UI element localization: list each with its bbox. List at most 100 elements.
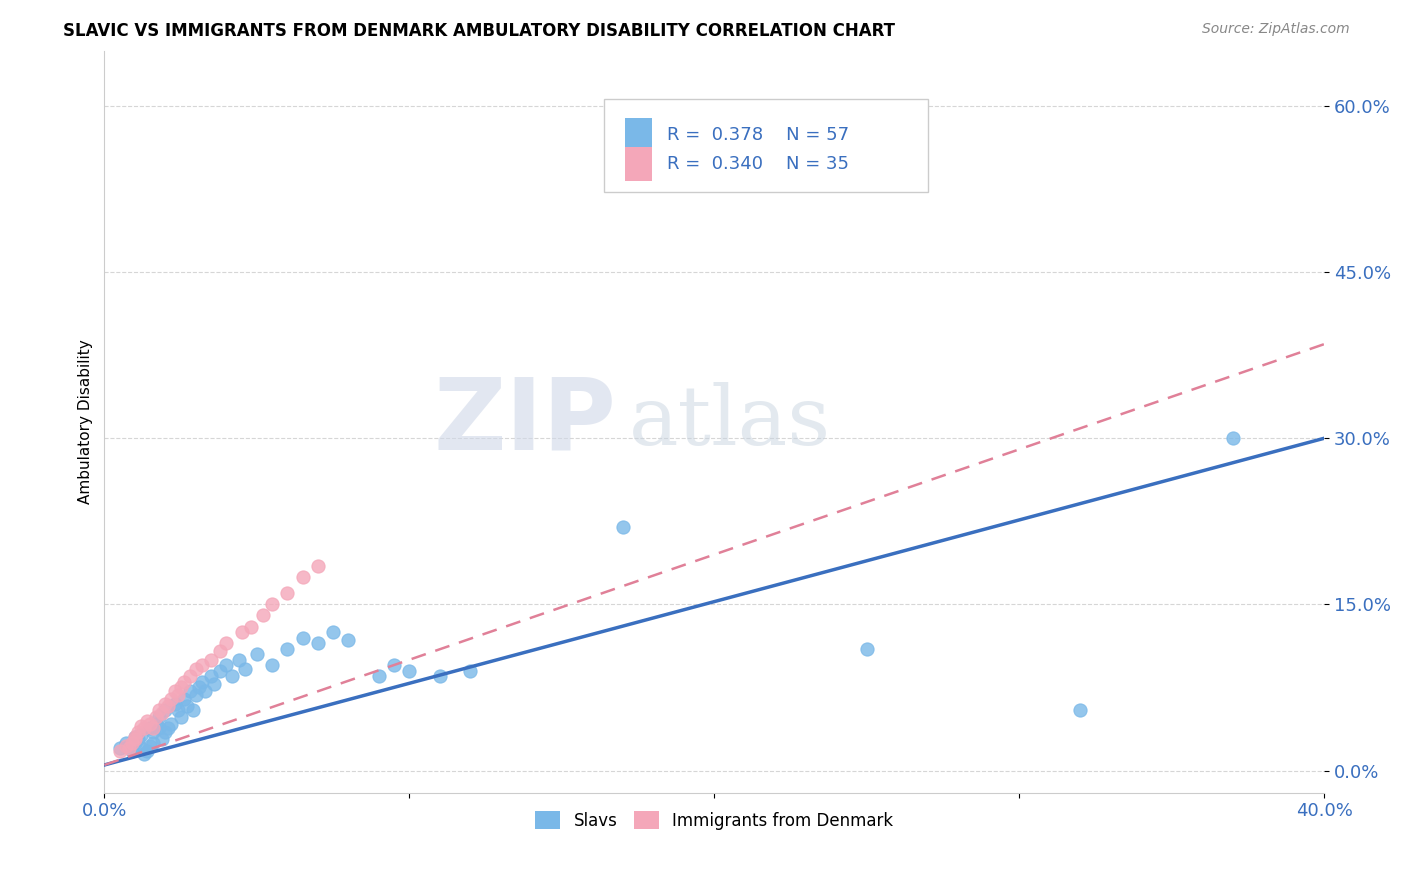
- Point: [262, 598, 284, 612]
- Point: [429, 669, 451, 683]
- Point: [202, 677, 225, 691]
- Point: [139, 722, 162, 736]
- Point: [148, 722, 170, 736]
- Point: [612, 520, 634, 534]
- Point: [209, 644, 232, 658]
- Text: ZIP: ZIP: [434, 373, 617, 470]
- Point: [121, 736, 143, 750]
- Point: [166, 703, 188, 717]
- Point: [231, 625, 253, 640]
- Point: [184, 662, 207, 676]
- Point: [291, 570, 314, 584]
- Point: [129, 719, 152, 733]
- Point: [124, 736, 146, 750]
- Point: [118, 739, 141, 753]
- Point: [160, 691, 183, 706]
- Point: [142, 724, 165, 739]
- Point: [252, 608, 274, 623]
- Point: [157, 722, 180, 736]
- Point: [200, 669, 222, 683]
- Point: [132, 747, 155, 761]
- Point: [337, 632, 360, 647]
- Point: [155, 697, 177, 711]
- Point: [139, 717, 162, 731]
- Point: [291, 631, 314, 645]
- Point: [194, 683, 217, 698]
- Point: [129, 741, 152, 756]
- Point: [1069, 703, 1091, 717]
- Point: [855, 641, 877, 656]
- Point: [136, 743, 159, 757]
- Point: [191, 674, 214, 689]
- Text: Source: ZipAtlas.com: Source: ZipAtlas.com: [1202, 22, 1350, 37]
- Legend: Slavs, Immigrants from Denmark: Slavs, Immigrants from Denmark: [529, 805, 900, 837]
- Point: [155, 703, 177, 717]
- Point: [108, 743, 131, 757]
- Point: [124, 731, 146, 745]
- Point: [276, 586, 298, 600]
- Point: [1222, 431, 1244, 445]
- Point: [233, 662, 256, 676]
- Point: [307, 636, 329, 650]
- Point: [114, 736, 136, 750]
- Point: [127, 724, 149, 739]
- Point: [173, 691, 195, 706]
- Point: [367, 669, 389, 683]
- Point: [398, 664, 420, 678]
- Point: [307, 558, 329, 573]
- Point: [322, 625, 344, 640]
- Point: [150, 732, 173, 747]
- Point: [169, 710, 191, 724]
- Text: R =  0.340    N = 35: R = 0.340 N = 35: [666, 155, 849, 173]
- Point: [145, 717, 167, 731]
- Point: [148, 703, 170, 717]
- Point: [246, 647, 269, 661]
- Point: [169, 681, 191, 695]
- Point: [136, 714, 159, 728]
- Point: [209, 664, 232, 678]
- Point: [215, 658, 238, 673]
- Point: [276, 641, 298, 656]
- Point: [145, 710, 167, 724]
- Point: [187, 681, 209, 695]
- Point: [200, 653, 222, 667]
- Point: [160, 717, 183, 731]
- FancyBboxPatch shape: [605, 99, 928, 192]
- Point: [129, 728, 152, 742]
- Point: [121, 743, 143, 757]
- Point: [142, 736, 165, 750]
- Point: [179, 683, 201, 698]
- Point: [114, 739, 136, 753]
- Point: [176, 699, 198, 714]
- Point: [157, 699, 180, 714]
- Point: [191, 658, 214, 673]
- Point: [150, 706, 173, 720]
- Point: [215, 636, 238, 650]
- Point: [124, 732, 146, 747]
- Point: [163, 683, 186, 698]
- Text: SLAVIC VS IMMIGRANTS FROM DENMARK AMBULATORY DISABILITY CORRELATION CHART: SLAVIC VS IMMIGRANTS FROM DENMARK AMBULA…: [63, 22, 896, 40]
- Point: [124, 731, 146, 745]
- Point: [460, 664, 482, 678]
- Point: [108, 741, 131, 756]
- Point: [142, 722, 165, 736]
- FancyBboxPatch shape: [626, 119, 652, 152]
- FancyBboxPatch shape: [626, 147, 652, 181]
- Point: [179, 669, 201, 683]
- Point: [163, 697, 186, 711]
- Point: [139, 739, 162, 753]
- Point: [228, 653, 250, 667]
- Text: atlas: atlas: [628, 382, 831, 462]
- Point: [173, 674, 195, 689]
- Point: [262, 658, 284, 673]
- Point: [155, 724, 177, 739]
- Point: [148, 710, 170, 724]
- Point: [127, 732, 149, 747]
- Point: [118, 741, 141, 756]
- Point: [382, 658, 405, 673]
- Point: [184, 688, 207, 702]
- Point: [166, 688, 188, 702]
- Text: R =  0.378    N = 57: R = 0.378 N = 57: [666, 126, 849, 144]
- Y-axis label: Ambulatory Disability: Ambulatory Disability: [79, 339, 93, 504]
- Point: [132, 722, 155, 736]
